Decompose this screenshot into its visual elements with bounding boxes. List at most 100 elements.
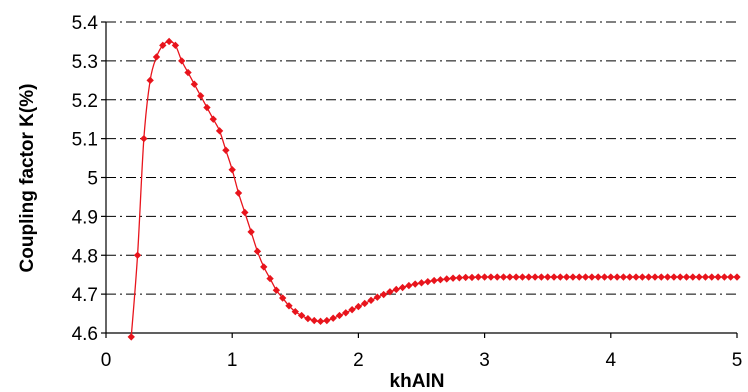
- x-axis-title: khAlN: [390, 371, 445, 392]
- data-point-55: [474, 273, 482, 281]
- data-point-9: [184, 68, 192, 77]
- data-point-79: [626, 273, 634, 281]
- data-point-74: [594, 273, 602, 281]
- data-point-39: [373, 293, 382, 301]
- data-point-5: [159, 41, 167, 50]
- data-point-11: [196, 92, 205, 100]
- data-point-58: [493, 273, 501, 281]
- data-point-42: [392, 285, 400, 294]
- x-tick-label-0: 0: [101, 350, 112, 371]
- x-tick-label-3: 3: [479, 350, 490, 371]
- data-point-41: [386, 288, 394, 296]
- data-point-27: [297, 311, 306, 320]
- data-point-23: [272, 286, 281, 294]
- axes: [101, 21, 738, 338]
- data-point-54: [468, 273, 476, 282]
- data-point-64: [531, 273, 539, 281]
- data-point-60: [506, 273, 514, 281]
- x-tick-label-4: 4: [606, 350, 617, 371]
- y-tick-label-8: 5.4: [72, 13, 99, 34]
- data-point-68: [556, 273, 564, 281]
- data-point-25: [285, 302, 293, 310]
- y-tick-label-5: 5.1: [72, 130, 98, 151]
- data-point-65: [537, 273, 546, 281]
- data-point-57: [487, 273, 495, 281]
- data-point-96: [733, 273, 741, 281]
- data-point-76: [607, 273, 615, 281]
- data-point-32: [329, 314, 337, 322]
- data-point-85: [663, 273, 672, 281]
- data-point-26: [291, 307, 299, 316]
- data-point-19: [247, 228, 255, 236]
- data-point-45: [411, 280, 419, 288]
- data-point-51: [449, 274, 457, 282]
- data-point-17: [234, 189, 243, 197]
- data-point-13: [209, 115, 217, 123]
- data-point-94: [720, 273, 729, 281]
- data-point-50: [443, 275, 451, 283]
- data-point-40: [379, 290, 388, 299]
- data-point-8: [178, 57, 186, 65]
- data-point-36: [354, 302, 363, 311]
- data-point-6: [165, 37, 173, 46]
- data-point-35: [348, 305, 356, 314]
- data-point-14: [215, 127, 224, 135]
- y-tick-labels: 4.6 4.7 4.8 4.9 5 5.1 5.2 5.3 5.4: [72, 13, 99, 345]
- data-point-86: [670, 273, 678, 281]
- data-point-59: [499, 273, 508, 281]
- data-point-46: [417, 279, 426, 287]
- data-point-53: [461, 273, 470, 282]
- series-points-group: [127, 37, 741, 341]
- data-point-77: [613, 273, 621, 281]
- gridlines: [106, 21, 737, 295]
- data-point-61: [512, 273, 520, 281]
- data-point-95: [727, 273, 735, 281]
- data-point-30: [316, 317, 325, 326]
- data-point-2: [140, 134, 148, 143]
- data-point-56: [480, 273, 489, 281]
- series-line: [130, 40, 737, 337]
- y-tick-label-6: 5.2: [72, 91, 98, 112]
- data-point-82: [644, 273, 653, 281]
- series-line-group: [130, 40, 737, 337]
- data-point-18: [241, 208, 249, 217]
- data-point-24: [279, 294, 287, 302]
- data-point-90: [695, 273, 703, 281]
- data-point-84: [657, 273, 665, 281]
- data-point-28: [304, 314, 312, 323]
- data-point-66: [544, 273, 552, 281]
- y-tick-label-2: 4.8: [72, 246, 98, 267]
- data-point-49: [436, 276, 445, 284]
- data-point-87: [676, 273, 684, 281]
- data-point-31: [323, 316, 331, 325]
- data-point-83: [651, 273, 659, 281]
- data-point-15: [222, 146, 230, 154]
- data-point-73: [588, 273, 596, 281]
- data-point-20: [253, 247, 262, 256]
- data-point-1: [133, 251, 142, 259]
- data-point-43: [398, 283, 407, 292]
- x-tick-labels: 0 1 2 3 4 5: [101, 350, 743, 371]
- data-point-0: [127, 333, 135, 341]
- x-tick-label-2: 2: [353, 350, 364, 371]
- data-point-92: [708, 273, 716, 281]
- data-point-63: [525, 273, 533, 281]
- data-point-48: [430, 276, 438, 285]
- data-point-78: [619, 273, 628, 281]
- data-point-80: [632, 273, 640, 281]
- y-axis-title: Coupling factor K(%): [17, 84, 38, 273]
- data-point-37: [361, 299, 369, 308]
- data-point-52: [455, 274, 464, 282]
- y-tick-label-7: 5.3: [72, 52, 98, 73]
- data-point-47: [424, 278, 432, 286]
- data-point-89: [689, 273, 697, 281]
- data-point-71: [575, 273, 583, 281]
- x-tick-label-5: 5: [732, 350, 743, 371]
- y-tick-label-1: 4.7: [72, 285, 98, 306]
- data-point-91: [701, 273, 710, 281]
- data-point-10: [190, 80, 199, 88]
- data-point-67: [550, 273, 558, 281]
- data-point-12: [203, 103, 211, 112]
- data-point-81: [638, 273, 647, 281]
